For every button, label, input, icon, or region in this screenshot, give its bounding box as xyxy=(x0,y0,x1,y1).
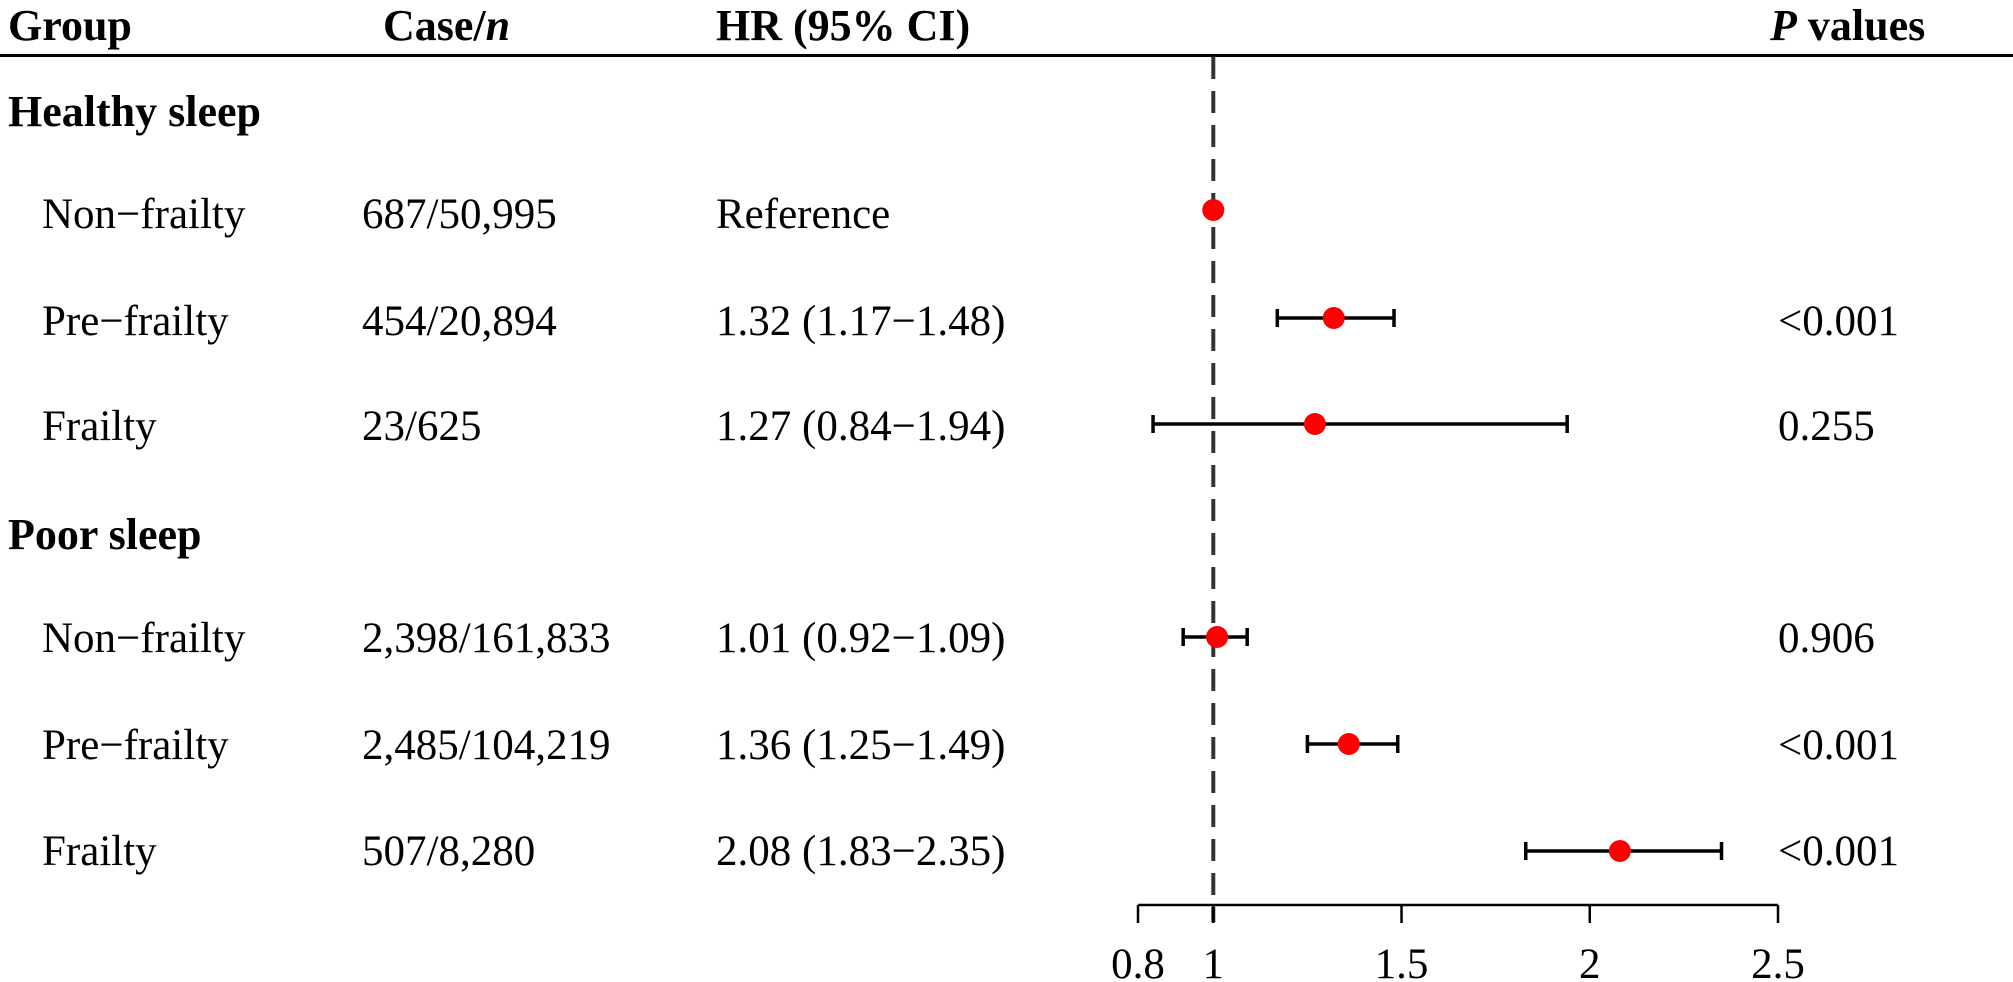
header-case-n-italic: n xyxy=(485,1,511,50)
header-group: Group xyxy=(8,1,132,50)
p-value: <0.001 xyxy=(1778,298,1900,345)
case-n-value: 454/20,894 xyxy=(362,298,557,345)
header-p-italic: P xyxy=(1770,1,1797,50)
header-rule xyxy=(0,54,2013,57)
x-axis-tick-label: 0.8 xyxy=(1111,941,1165,982)
p-value: 0.255 xyxy=(1778,403,1875,450)
hr-value: 1.36 (1.25−1.49) xyxy=(716,722,1006,769)
hr-value: 1.01 (0.92−1.09) xyxy=(716,615,1006,662)
hr-value: 2.08 (1.83−2.35) xyxy=(716,828,1006,875)
header-p-label: values xyxy=(1796,1,1926,50)
hr-point xyxy=(1322,307,1345,329)
case-n-value: 23/625 xyxy=(362,403,482,450)
group-label-healthy-sleep: Healthy sleep xyxy=(8,87,261,136)
hr-point xyxy=(1202,199,1225,221)
p-value: <0.001 xyxy=(1778,828,1900,875)
hr-point xyxy=(1206,626,1229,648)
case-n-value: 687/50,995 xyxy=(362,191,557,238)
hr-value: 1.32 (1.17−1.48) xyxy=(716,298,1006,345)
subgroup-label: Pre−frailty xyxy=(42,298,229,345)
hr-value: Reference xyxy=(716,191,891,238)
subgroup-label: Non−frailty xyxy=(42,615,246,662)
header-case-n: Case/n xyxy=(383,4,510,48)
hr-point xyxy=(1303,413,1326,435)
hr-value: 1.27 (0.84−1.94) xyxy=(716,403,1006,450)
subgroup-label: Frailty xyxy=(42,403,157,450)
subgroup-label: Pre−frailty xyxy=(42,722,229,769)
p-value: 0.906 xyxy=(1778,615,1875,662)
case-n-value: 2,398/161,833 xyxy=(362,615,611,662)
x-axis-tick-label: 2 xyxy=(1579,941,1601,982)
p-value: <0.001 xyxy=(1778,722,1900,769)
subgroup-label: Frailty xyxy=(42,828,157,875)
x-axis-tick-label: 2.5 xyxy=(1751,941,1805,982)
group-label-poor-sleep: Poor sleep xyxy=(8,510,202,559)
hr-point xyxy=(1608,840,1631,862)
x-axis-tick-label: 1.5 xyxy=(1375,941,1429,982)
header-hr: HR (95% CI) xyxy=(716,1,971,50)
case-n-value: 507/8,280 xyxy=(362,828,536,875)
x-axis-tick-label: 1 xyxy=(1203,941,1225,982)
case-n-value: 2,485/104,219 xyxy=(362,722,611,769)
subgroup-label: Non−frailty xyxy=(42,191,246,238)
hr-point xyxy=(1337,733,1360,755)
header-case-label: Case/ xyxy=(383,1,486,50)
header-p-values: P values xyxy=(1770,4,1925,48)
